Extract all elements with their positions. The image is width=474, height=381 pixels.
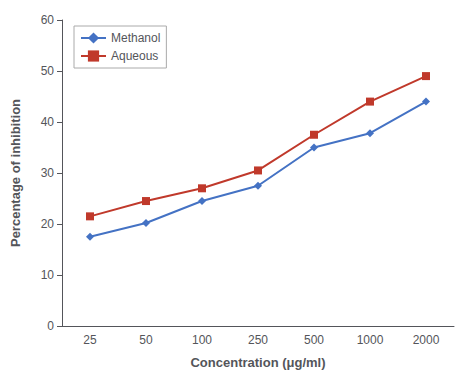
svg-text:250: 250 [248,333,268,347]
svg-text:20: 20 [41,217,55,231]
svg-text:Methanol: Methanol [111,31,160,45]
svg-text:1000: 1000 [357,333,384,347]
svg-text:Percentage of inhibition: Percentage of inhibition [8,99,23,247]
svg-text:60: 60 [41,13,55,27]
svg-text:50: 50 [41,64,55,78]
svg-text:50: 50 [139,333,153,347]
svg-text:Aqueous: Aqueous [111,49,158,63]
svg-text:2000: 2000 [413,333,440,347]
svg-text:100: 100 [192,333,212,347]
svg-text:0: 0 [47,319,54,333]
svg-text:40: 40 [41,115,55,129]
svg-text:Concentration (μg/ml): Concentration (μg/ml) [190,355,325,370]
svg-text:30: 30 [41,166,55,180]
svg-text:25: 25 [83,333,97,347]
svg-text:10: 10 [41,268,55,282]
svg-text:500: 500 [304,333,324,347]
